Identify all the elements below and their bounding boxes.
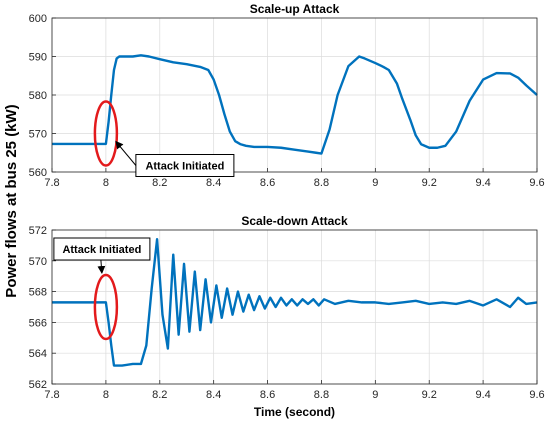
scale-up-y-tick-labels: 560 570 580 590 600 bbox=[29, 13, 47, 179]
scale-up-axes-frame bbox=[51, 17, 538, 173]
scale-down-y-tick-labels: 562 564 566 568 570 572 bbox=[29, 225, 47, 391]
y-tick-label: 570 bbox=[29, 256, 47, 268]
scale-down-axes-frame bbox=[51, 229, 538, 385]
x-tick-label: 9.2 bbox=[422, 389, 437, 401]
y-tick-label: 560 bbox=[29, 167, 47, 179]
scale-down-annotation-arrow bbox=[97, 259, 106, 274]
y-tick-label: 590 bbox=[29, 52, 47, 64]
y-tick-label: 580 bbox=[29, 90, 47, 102]
scale-up-x-tick-labels: 7.8 8 8.2 8.4 8.6 8.8 9 9.2 9.4 9.6 bbox=[44, 177, 544, 189]
x-axis-label: Time (second) bbox=[254, 405, 335, 419]
scale-up-annotation-text: Attack Initiated bbox=[145, 161, 224, 173]
scale-down-annotation-box bbox=[53, 237, 151, 261]
y-tick-label: 572 bbox=[29, 225, 47, 237]
y-tick-label: 568 bbox=[29, 287, 47, 299]
x-tick-label: 8.6 bbox=[260, 389, 275, 401]
x-tick-label: 9.6 bbox=[529, 177, 544, 189]
scale-up-panel: 7.8 8 8.2 8.4 8.6 8.8 9 9.2 9.4 9.6 560 570 580 590 6… bbox=[29, 2, 545, 189]
x-tick-label: 8.2 bbox=[152, 389, 167, 401]
x-tick-label: 8.4 bbox=[206, 389, 221, 401]
x-tick-label: 9.4 bbox=[475, 177, 490, 189]
scale-down-attack-ellipse bbox=[93, 273, 119, 341]
scale-up-annotation-arrow bbox=[115, 140, 137, 166]
x-tick-label: 8 bbox=[103, 177, 109, 189]
x-tick-label: 7.8 bbox=[44, 389, 59, 401]
x-tick-label: 9.4 bbox=[475, 389, 490, 401]
scale-up-annotation-box bbox=[135, 154, 235, 177]
x-tick-label: 8.2 bbox=[152, 177, 167, 189]
y-tick-label: 600 bbox=[29, 13, 47, 25]
scale-down-title: Scale-down Attack bbox=[241, 214, 348, 228]
x-tick-label: 8 bbox=[103, 389, 109, 401]
y-tick-label: 562 bbox=[29, 379, 47, 391]
y-tick-label: 566 bbox=[29, 317, 47, 329]
y-tick-label: 564 bbox=[29, 348, 47, 360]
shared-y-axis-label: Power flows at bus 25 (kW) bbox=[3, 104, 20, 297]
scale-down-panel: 7.8 8 8.2 8.4 8.6 8.8 9 9.2 9.4 9.6 5625645665685… bbox=[29, 214, 545, 419]
scale-up-power-line bbox=[52, 54, 538, 155]
x-tick-label: 8.8 bbox=[314, 177, 329, 189]
scale-up-title: Scale-up Attack bbox=[250, 2, 340, 16]
x-tick-label: 7.8 bbox=[44, 177, 59, 189]
x-tick-label: 9 bbox=[372, 389, 378, 401]
x-tick-label: 8.8 bbox=[314, 389, 329, 401]
x-tick-label: 8.4 bbox=[206, 177, 221, 189]
scale-down-x-tick-labels: 7.8 8 8.2 8.4 8.6 8.8 9 9.2 9.4 9.6 bbox=[44, 389, 544, 401]
x-tick-label: 9.6 bbox=[529, 389, 544, 401]
scale-up-attack-ellipse bbox=[93, 100, 119, 167]
y-tick-label: 570 bbox=[29, 129, 47, 141]
x-tick-label: 9 bbox=[372, 177, 378, 189]
x-tick-label: 8.6 bbox=[260, 177, 275, 189]
scale-down-annotation-text: Attack Initiated bbox=[62, 244, 141, 256]
scale-down-power-line bbox=[52, 238, 538, 367]
x-tick-label: 9.2 bbox=[422, 177, 437, 189]
